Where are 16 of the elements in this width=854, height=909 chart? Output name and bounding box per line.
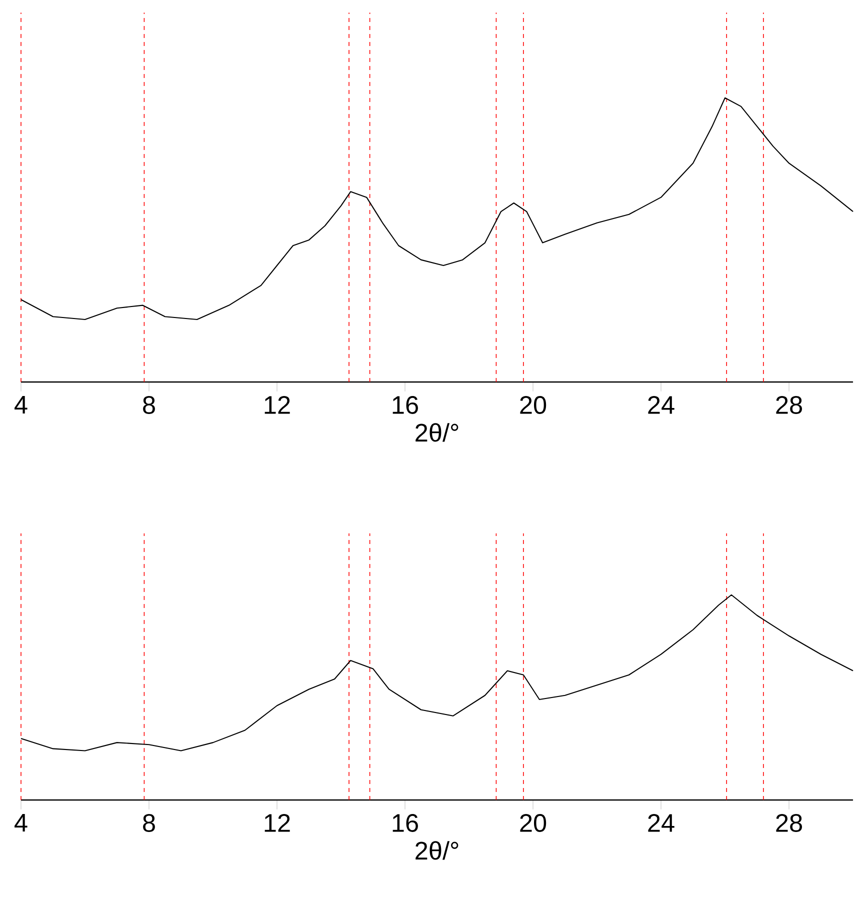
x-tick-label: 8 — [143, 396, 155, 414]
x-tick-label: 8 — [143, 814, 155, 832]
x-tick-label: 24 — [648, 396, 674, 414]
x-tick-label: 28 — [776, 814, 802, 832]
x-tick-label: 24 — [648, 814, 674, 832]
x-tick-label: 12 — [264, 396, 290, 414]
x-tick-label: 20 — [520, 814, 546, 832]
x-axis-title: 2θ/° — [416, 423, 458, 442]
x-tick-label: 12 — [264, 814, 290, 832]
x-tick-label: 20 — [520, 396, 546, 414]
x-tick-label: 16 — [392, 814, 418, 832]
x-tick-label: 4 — [14, 814, 28, 832]
x-tick-label: 4 — [14, 396, 28, 414]
x-axis-title: 2θ/° — [416, 841, 458, 860]
x-tick-label: 28 — [776, 396, 802, 414]
x-tick-label: 16 — [392, 396, 418, 414]
